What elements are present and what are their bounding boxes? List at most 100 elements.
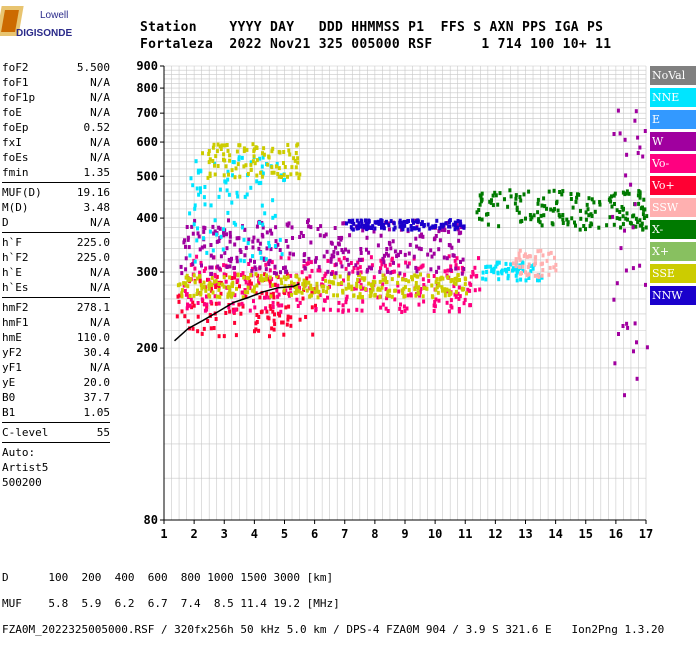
- data-point: [236, 278, 240, 283]
- data-point: [454, 281, 458, 286]
- data-point: [275, 161, 279, 166]
- data-point: [584, 210, 588, 215]
- data-point: [360, 276, 364, 281]
- x-tick-label: 2: [191, 527, 198, 541]
- data-point: [186, 304, 190, 309]
- data-point: [334, 262, 338, 267]
- data-point: [198, 278, 202, 283]
- data-point: [380, 285, 384, 290]
- data-point: [431, 224, 435, 229]
- data-point: [401, 277, 405, 282]
- data-point: [227, 305, 231, 310]
- data-point: [196, 329, 200, 334]
- data-point: [214, 301, 218, 306]
- data-point: [409, 224, 413, 228]
- data-point: [189, 176, 193, 181]
- data-point: [191, 231, 195, 236]
- data-point: [195, 238, 199, 243]
- data-point: [626, 325, 630, 330]
- data-point: [272, 170, 276, 175]
- data-point: [454, 263, 458, 268]
- data-point: [484, 277, 488, 282]
- data-point: [511, 266, 515, 271]
- data-point: [218, 295, 222, 299]
- data-point: [249, 185, 253, 190]
- param-row: yF1 N/A: [2, 360, 110, 375]
- data-point: [574, 223, 577, 228]
- data-point: [361, 295, 364, 299]
- param-separator: [2, 297, 110, 298]
- data-point: [270, 260, 274, 265]
- data-point: [224, 164, 228, 169]
- data-point: [214, 274, 218, 279]
- data-point: [528, 213, 532, 217]
- data-point: [193, 259, 197, 264]
- data-point: [628, 220, 632, 225]
- data-point: [262, 146, 266, 151]
- data-point: [208, 265, 212, 270]
- data-point: [355, 281, 359, 286]
- data-point: [190, 224, 194, 229]
- data-point: [548, 265, 552, 270]
- data-point: [385, 293, 389, 298]
- data-point: [322, 284, 326, 289]
- data-point: [432, 303, 436, 308]
- data-point: [186, 278, 190, 283]
- data-point: [222, 272, 226, 277]
- data-point: [479, 195, 483, 200]
- data-point: [322, 234, 326, 239]
- data-point: [272, 270, 276, 275]
- param-row: fxI N/A: [2, 135, 110, 150]
- data-point: [403, 252, 407, 257]
- data-point: [399, 302, 402, 307]
- data-point: [210, 282, 214, 287]
- data-point: [415, 274, 419, 279]
- data-point: [427, 278, 431, 283]
- data-point: [202, 280, 206, 285]
- data-point: [625, 321, 629, 326]
- data-point: [440, 227, 444, 232]
- data-point: [290, 165, 294, 170]
- data-point: [239, 250, 243, 254]
- data-point: [527, 189, 531, 194]
- data-point: [438, 277, 442, 282]
- data-point: [477, 256, 480, 261]
- data-point: [433, 225, 436, 230]
- data-point: [344, 286, 348, 291]
- data-point: [217, 239, 221, 244]
- data-point: [235, 259, 239, 264]
- data-point: [273, 322, 277, 327]
- data-point: [193, 206, 197, 211]
- data-point: [296, 156, 300, 161]
- data-point: [256, 273, 260, 278]
- data-point: [192, 273, 196, 278]
- data-point: [405, 220, 409, 224]
- data-point: [242, 164, 246, 169]
- param-value: 1.35: [83, 166, 111, 179]
- data-point: [508, 188, 512, 193]
- data-point: [310, 268, 314, 273]
- data-point: [417, 266, 420, 271]
- data-point: [534, 255, 538, 260]
- data-point: [404, 260, 408, 265]
- data-point: [176, 283, 180, 288]
- data-point: [536, 278, 539, 283]
- data-point: [315, 289, 319, 294]
- x-tick-label: 4: [251, 527, 258, 541]
- data-point: [304, 282, 308, 287]
- data-point: [342, 278, 345, 283]
- data-point: [570, 216, 574, 221]
- data-point: [597, 225, 601, 230]
- data-point: [547, 272, 551, 277]
- data-point: [207, 283, 211, 288]
- data-point: [228, 264, 232, 269]
- data-point: [525, 254, 529, 259]
- param-name: h`F: [2, 236, 22, 249]
- data-point: [638, 218, 642, 223]
- data-point: [273, 213, 277, 218]
- data-point: [369, 255, 373, 260]
- param-row: D N/A: [2, 215, 110, 230]
- data-point: [519, 271, 522, 276]
- data-point: [252, 285, 256, 290]
- data-point: [196, 226, 199, 231]
